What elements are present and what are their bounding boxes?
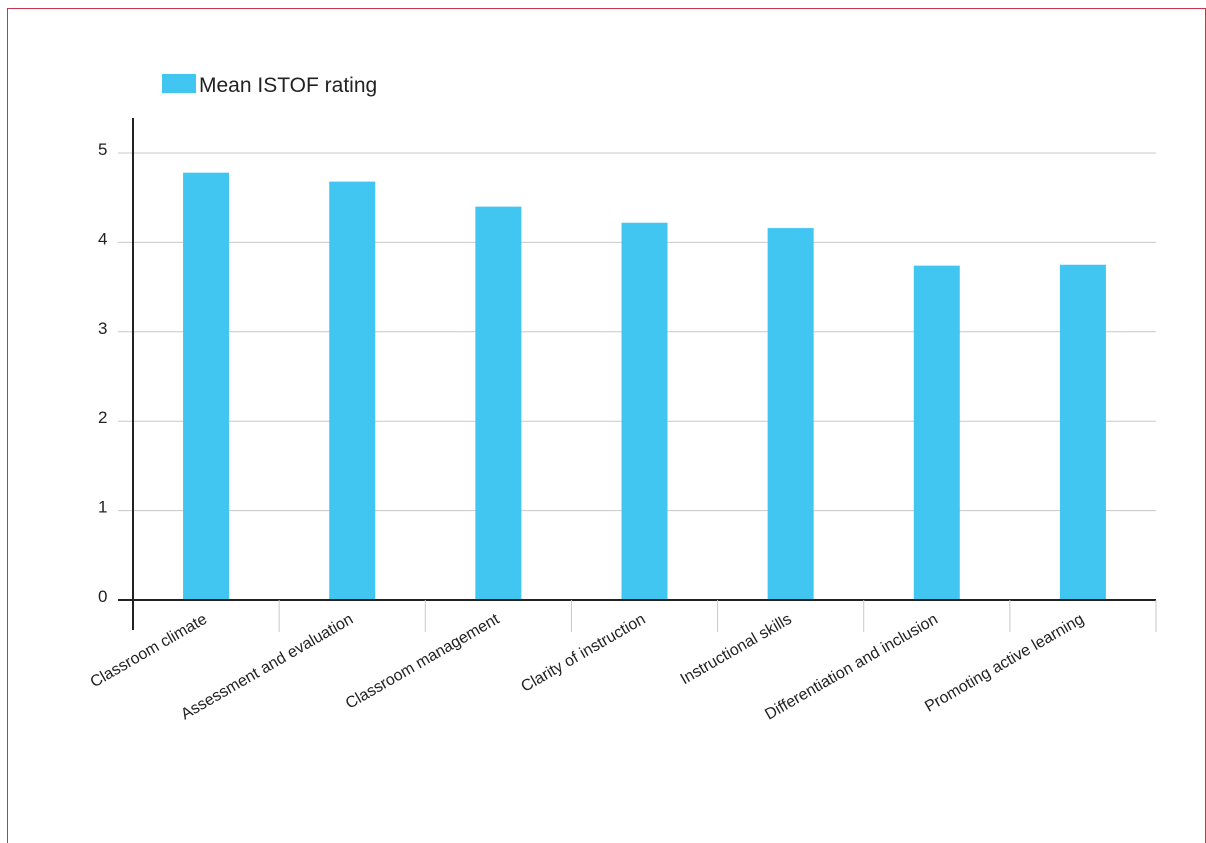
y-tick-label: 5 — [98, 140, 107, 159]
x-tick-label: Promoting active learning — [922, 611, 1087, 716]
x-tick-label: Classroom climate — [88, 611, 211, 692]
bar — [621, 222, 668, 600]
x-tick-label: Classroom management — [343, 610, 503, 712]
y-tick-label: 0 — [98, 587, 107, 606]
bar — [475, 206, 522, 600]
y-tick-label: 1 — [98, 498, 107, 517]
x-tick-label: Clarity of instruction — [518, 611, 648, 696]
bar — [767, 228, 814, 600]
legend-label: Mean ISTOF rating — [199, 74, 377, 97]
bar — [183, 172, 230, 600]
legend-swatch — [162, 74, 196, 93]
legend: Mean ISTOF rating — [162, 74, 377, 97]
bar — [913, 265, 960, 600]
y-tick-label: 2 — [98, 408, 107, 427]
x-tick-label: Instructional skills — [678, 611, 795, 688]
bar — [1059, 264, 1106, 600]
y-tick-labels: 0 1 2 3 4 5 — [98, 140, 107, 606]
y-tick-label: 4 — [98, 229, 107, 248]
bar — [329, 181, 376, 600]
bars — [183, 172, 1106, 600]
axes — [118, 118, 1157, 632]
y-tick-label: 3 — [98, 319, 107, 338]
